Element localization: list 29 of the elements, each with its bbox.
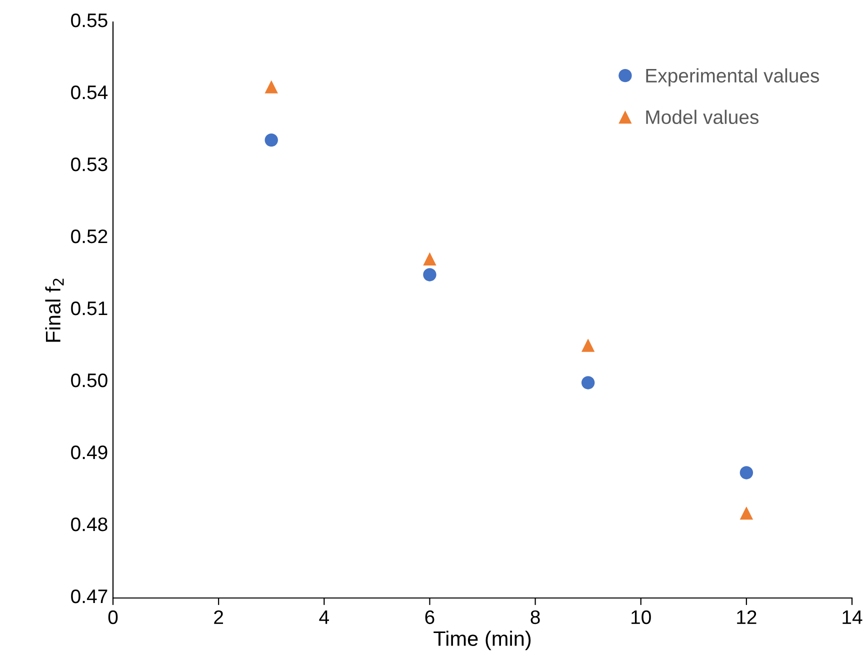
point xyxy=(740,466,754,480)
y-tick-label: 0.48 xyxy=(71,517,108,532)
x-tick-label: 8 xyxy=(530,610,540,624)
x-tick-label: 4 xyxy=(319,610,329,624)
y-tick-label: 0.49 xyxy=(71,445,108,460)
point xyxy=(740,506,754,520)
point xyxy=(581,376,595,390)
x-axis-title: Time (min) xyxy=(434,630,531,650)
y-tick-label: 0.47 xyxy=(71,589,108,604)
y-tick-label: 0.53 xyxy=(71,157,108,172)
x-tick-label: 2 xyxy=(214,610,224,624)
legend-label: Experimental values xyxy=(646,68,820,86)
x-tick-label: 10 xyxy=(632,610,651,624)
y-axis-title: Final f$_{2}$ xyxy=(45,278,64,342)
point xyxy=(581,338,595,352)
y-tick-label: 0.51 xyxy=(71,301,108,316)
y-tick-label: 0.54 xyxy=(71,85,108,100)
point xyxy=(264,80,278,94)
x-tick-label: 0 xyxy=(108,610,118,624)
y-tick-label: 0.50 xyxy=(71,373,108,388)
point xyxy=(423,252,436,266)
point xyxy=(423,268,436,282)
x-tick-label: 14 xyxy=(842,610,862,624)
point xyxy=(264,133,278,147)
x-tick-label: 6 xyxy=(425,610,434,624)
y-tick-label: 0.52 xyxy=(71,229,108,244)
x-tick-label: 12 xyxy=(737,610,756,624)
legend-label: Model values xyxy=(646,110,759,124)
y-tick-label: 0.55 xyxy=(71,13,108,28)
